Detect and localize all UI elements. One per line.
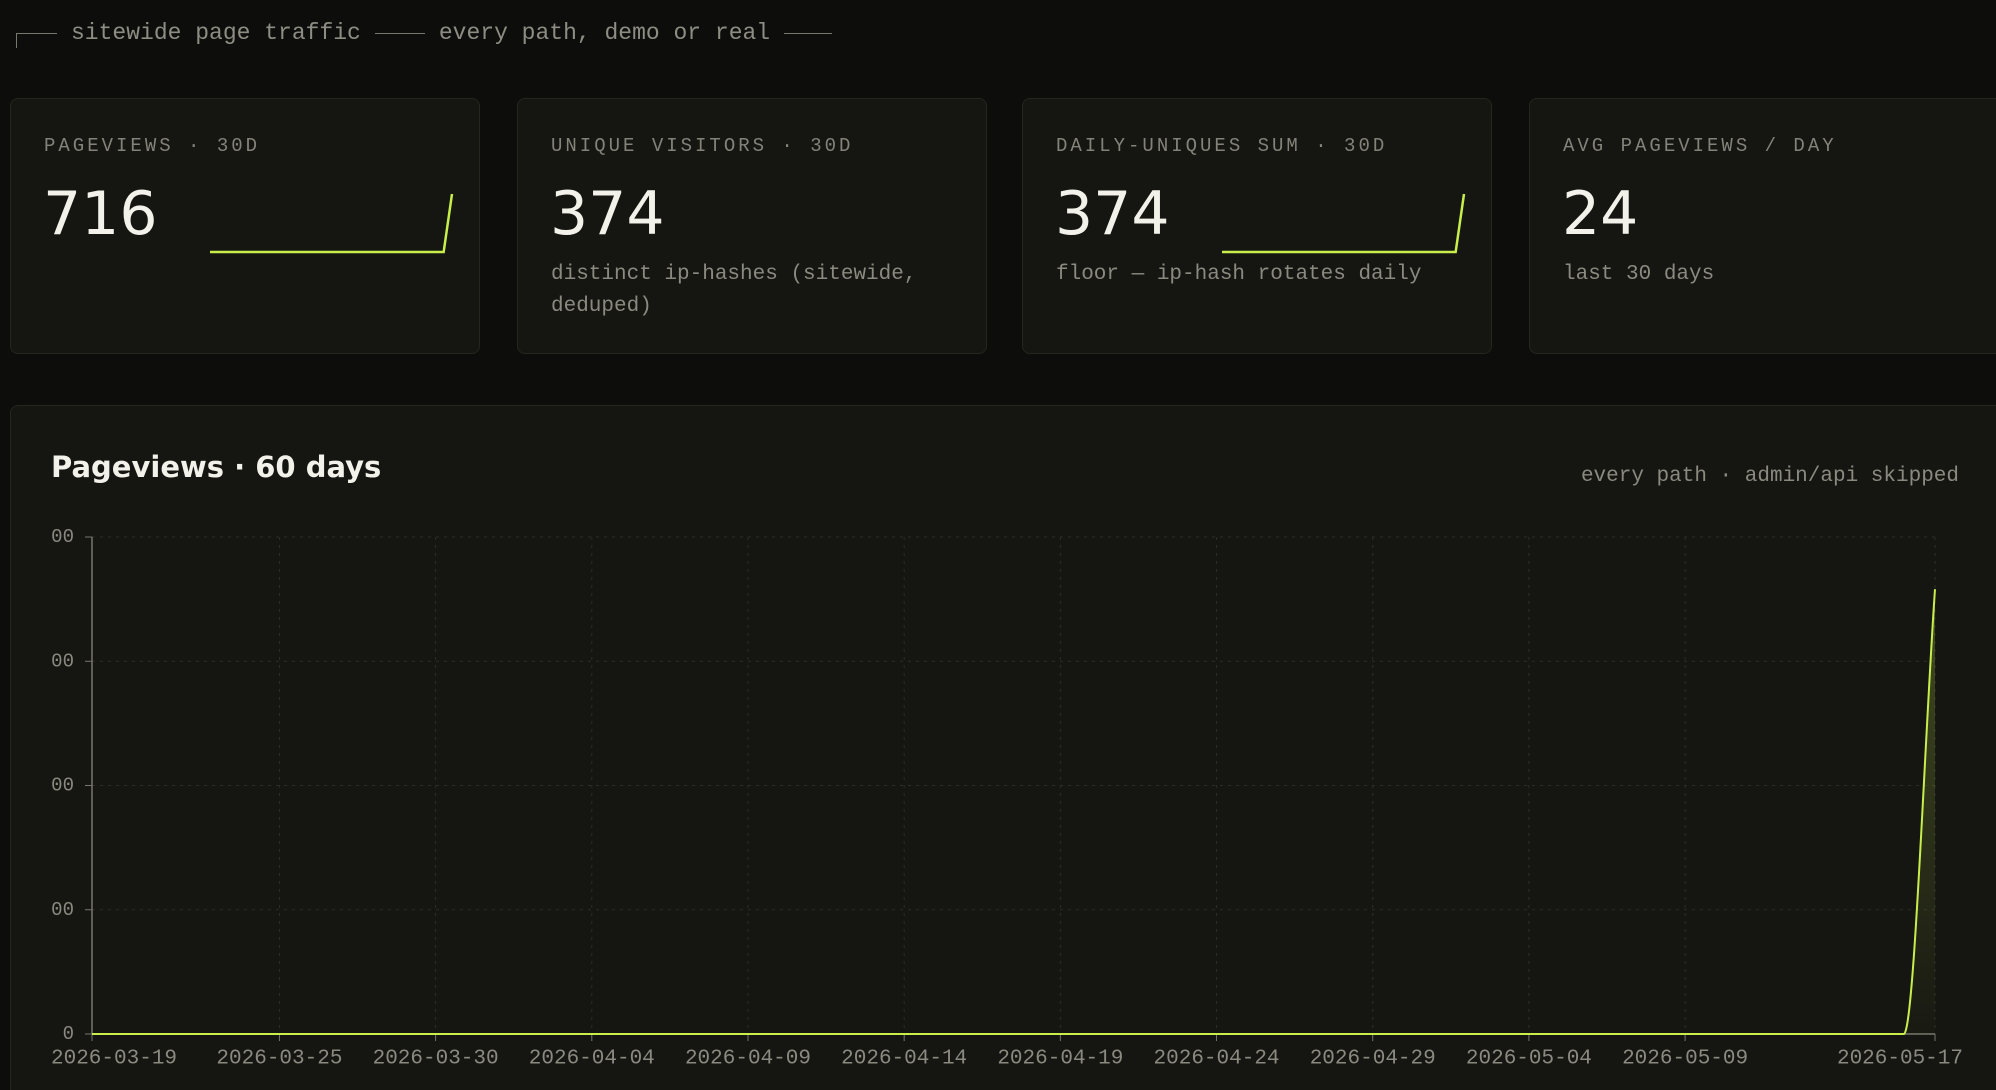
stat-card: UNIQUE VISITORS · 30D 374 distinct ip-ha… — [517, 98, 987, 354]
x-tick-label: 2026-03-19 — [51, 1048, 177, 1071]
card-label: PAGEVIEWS · 30D — [44, 135, 261, 157]
header-subtitle: every path, demo or real — [438, 20, 771, 46]
y-tick-label: 600 — [51, 650, 74, 672]
card-note: last 30 days — [1563, 263, 1715, 286]
card-value: 374 — [1055, 179, 1170, 249]
x-tick-label: 2026-04-09 — [685, 1048, 811, 1071]
y-tick-label: 0 — [63, 1023, 74, 1045]
sparkline — [1222, 193, 1466, 254]
sparkline-area — [1222, 193, 1466, 254]
header-title: sitewide page traffic — [71, 20, 361, 46]
header-rule — [374, 32, 425, 34]
header-corner — [16, 32, 57, 48]
card-note: distinct ip-hashes (sitewide, deduped) — [551, 263, 917, 318]
y-tick-label: 200 — [51, 899, 74, 921]
chart: 0 200 400 600 800 2026-03-19 2026-03-25 2026-03… — [51, 526, 1963, 1071]
stat-card: PAGEVIEWS · 30D 716 — [10, 98, 480, 354]
x-tick-label: 2026-05-17 — [1837, 1048, 1963, 1071]
chart-title: Pageviews · 60 days — [51, 450, 382, 484]
card-value: 716 — [43, 179, 158, 249]
stat-card: AVG PAGEVIEWS / DAY 24 last 30 days — [1529, 98, 1996, 354]
stat-card: DAILY-UNIQUES SUM · 30D 374 floor — ip-h… — [1022, 98, 1492, 354]
x-tick-label: 2026-04-14 — [841, 1048, 967, 1071]
card-label: UNIQUE VISITORS · 30D — [551, 135, 854, 157]
x-tick-label: 2026-04-19 — [997, 1048, 1123, 1071]
chart-subtitle: every path · admin/api skipped — [1580, 465, 1959, 488]
x-tick-label: 2026-04-04 — [529, 1048, 655, 1071]
x-tick-label: 2026-04-24 — [1154, 1048, 1280, 1071]
card-note: floor — ip-hash rotates daily — [1056, 263, 1422, 286]
card-value: 374 — [550, 179, 665, 249]
y-tick-label: 400 — [51, 775, 74, 797]
line — [92, 589, 1936, 1035]
x-tick-label: 2026-05-09 — [1622, 1048, 1748, 1071]
header-rule — [784, 32, 833, 34]
x-tick-label: 2026-05-04 — [1466, 1048, 1592, 1071]
area — [92, 589, 1935, 1034]
card-label: AVG PAGEVIEWS / DAY — [1563, 135, 1837, 157]
x-tick-label: 2026-04-29 — [1310, 1048, 1436, 1071]
sparkline — [210, 193, 454, 254]
card-value: 24 — [1562, 179, 1639, 249]
sparkline-area — [210, 193, 454, 254]
x-tick-label: 2026-03-30 — [373, 1048, 499, 1071]
card-label: DAILY-UNIQUES SUM · 30D — [1056, 135, 1388, 157]
y-tick-label: 800 — [51, 526, 74, 548]
x-tick-label: 2026-03-25 — [216, 1048, 342, 1071]
chart-panel — [10, 405, 1996, 1090]
header: sitewide page traffic every path, demo o… — [16, 20, 846, 48]
